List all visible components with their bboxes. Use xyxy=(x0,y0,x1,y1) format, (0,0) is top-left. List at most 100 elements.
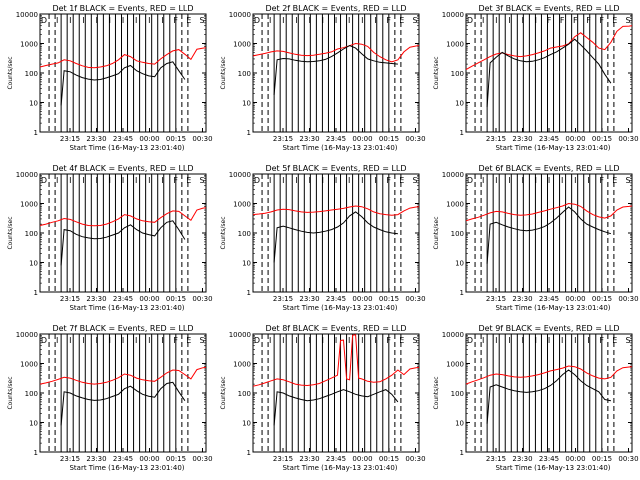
marker-label: E xyxy=(399,16,404,25)
marker-label: I xyxy=(561,336,563,345)
x-tick-label: 23:45 xyxy=(113,455,133,463)
marker-label: I xyxy=(535,336,537,345)
marker-label: I xyxy=(322,16,324,25)
y-axis-label: Counts/sec xyxy=(7,56,14,89)
y-tick-label: 1 xyxy=(247,449,251,457)
marker-label: I xyxy=(574,336,576,345)
x-tick-label: 00:00 xyxy=(352,135,372,143)
y-tick-label: 100 xyxy=(238,230,251,238)
y-tick-label: 100 xyxy=(451,390,464,398)
y-tick-label: 100 xyxy=(451,230,464,238)
panel-title: Det 6f BLACK = Events, RED = LLD xyxy=(478,164,619,173)
marker-label: I xyxy=(374,16,376,25)
x-axis-label: Start Time (16-May-13 23:01:40) xyxy=(282,304,397,312)
marker-label: I xyxy=(122,176,124,185)
marker-label: S xyxy=(199,16,204,25)
marker-label: D xyxy=(467,16,473,25)
marker-label: F xyxy=(599,16,604,25)
marker-label: I xyxy=(82,16,84,25)
marker-label: E xyxy=(186,176,191,185)
y-tick-label: 10 xyxy=(29,420,38,428)
x-tick-label: 00:15 xyxy=(592,295,612,303)
marker-label: F xyxy=(173,176,178,185)
x-tick-label: 00:30 xyxy=(618,295,638,303)
y-tick-label: 10 xyxy=(455,260,464,268)
x-tick-label: 23:30 xyxy=(512,135,532,143)
y-tick-label: 1 xyxy=(34,129,38,137)
x-axis-label: Start Time (16-May-13 23:01:40) xyxy=(495,464,610,472)
x-tick-label: 00:15 xyxy=(379,135,399,143)
x-tick-label: 00:30 xyxy=(192,135,212,143)
x-tick-label: 00:30 xyxy=(192,295,212,303)
y-tick-label: 10000 xyxy=(442,11,464,19)
y-axis-label: Counts/sec xyxy=(433,216,440,249)
events-series-line xyxy=(60,61,186,106)
marker-label: I xyxy=(308,336,310,345)
x-axis-label: Start Time (16-May-13 23:01:40) xyxy=(69,304,184,312)
y-axis-label: Counts/sec xyxy=(220,56,227,89)
y-tick-label: 10 xyxy=(455,420,464,428)
lld-series-line xyxy=(39,207,207,227)
y-tick-label: 10 xyxy=(29,260,38,268)
events-series-line xyxy=(486,38,612,108)
marker-label: I xyxy=(269,176,271,185)
marker-label: S xyxy=(625,176,630,185)
marker-label: F xyxy=(386,176,391,185)
y-tick-label: 100 xyxy=(238,390,251,398)
events-series-line xyxy=(273,389,399,426)
marker-label: F xyxy=(560,16,565,25)
marker-label: I xyxy=(56,176,58,185)
y-axis-label: Counts/sec xyxy=(7,216,14,249)
marker-label: I xyxy=(482,16,484,25)
y-axis-label: Counts/sec xyxy=(433,376,440,409)
marker-label: D xyxy=(254,176,260,185)
x-tick-label: 00:00 xyxy=(352,295,372,303)
x-tick-label: 00:15 xyxy=(166,135,186,143)
x-tick-label: 00:15 xyxy=(592,455,612,463)
x-axis-label: Start Time (16-May-13 23:01:40) xyxy=(282,464,397,472)
x-axis-label: Start Time (16-May-13 23:01:40) xyxy=(495,144,610,152)
marker-label: I xyxy=(269,336,271,345)
y-tick-label: 100 xyxy=(25,70,38,78)
y-tick-label: 1 xyxy=(247,129,251,137)
y-tick-label: 10000 xyxy=(16,331,38,339)
x-tick-label: 00:15 xyxy=(166,295,186,303)
detector-panel-5: Det 5f BLACK = Events, RED = LLD 1 10 100 10… xyxy=(220,164,426,312)
marker-label: D xyxy=(467,336,473,345)
detector-panel-8: Det 8f BLACK = Events, RED = LLD 1 10 100 10… xyxy=(220,324,426,472)
events-series-line xyxy=(273,211,398,263)
marker-label: D xyxy=(467,176,473,185)
lld-series-line xyxy=(465,25,633,71)
y-tick-label: 10 xyxy=(242,260,251,268)
y-tick-label: 1000 xyxy=(233,201,251,209)
x-tick-label: 23:30 xyxy=(299,455,319,463)
y-tick-label: 10000 xyxy=(16,11,38,19)
y-tick-label: 100 xyxy=(25,230,38,238)
marker-label: I xyxy=(295,16,297,25)
panel-title: Det 8f BLACK = Events, RED = LLD xyxy=(265,324,406,333)
x-tick-label: 00:30 xyxy=(405,295,425,303)
lld-series-line xyxy=(252,205,420,216)
x-tick-label: 00:15 xyxy=(166,455,186,463)
x-tick-label: 23:45 xyxy=(326,295,346,303)
y-tick-label: 1 xyxy=(247,289,251,297)
marker-label: I xyxy=(322,176,324,185)
marker-label: I xyxy=(269,16,271,25)
x-tick-label: 00:00 xyxy=(139,295,159,303)
marker-label: I xyxy=(148,176,150,185)
marker-label: E xyxy=(186,336,191,345)
marker-label: E xyxy=(186,16,191,25)
x-tick-label: 00:30 xyxy=(618,455,638,463)
marker-label: F xyxy=(173,336,178,345)
marker-label: I xyxy=(335,176,337,185)
marker-label: I xyxy=(69,336,71,345)
x-tick-label: 23:15 xyxy=(273,455,293,463)
y-tick-label: 10000 xyxy=(229,11,251,19)
marker-label: I xyxy=(482,176,484,185)
lld-series-line xyxy=(465,365,633,385)
marker-label: F xyxy=(599,336,604,345)
marker-label: I xyxy=(548,176,550,185)
x-tick-label: 00:30 xyxy=(192,455,212,463)
marker-label: I xyxy=(348,176,350,185)
